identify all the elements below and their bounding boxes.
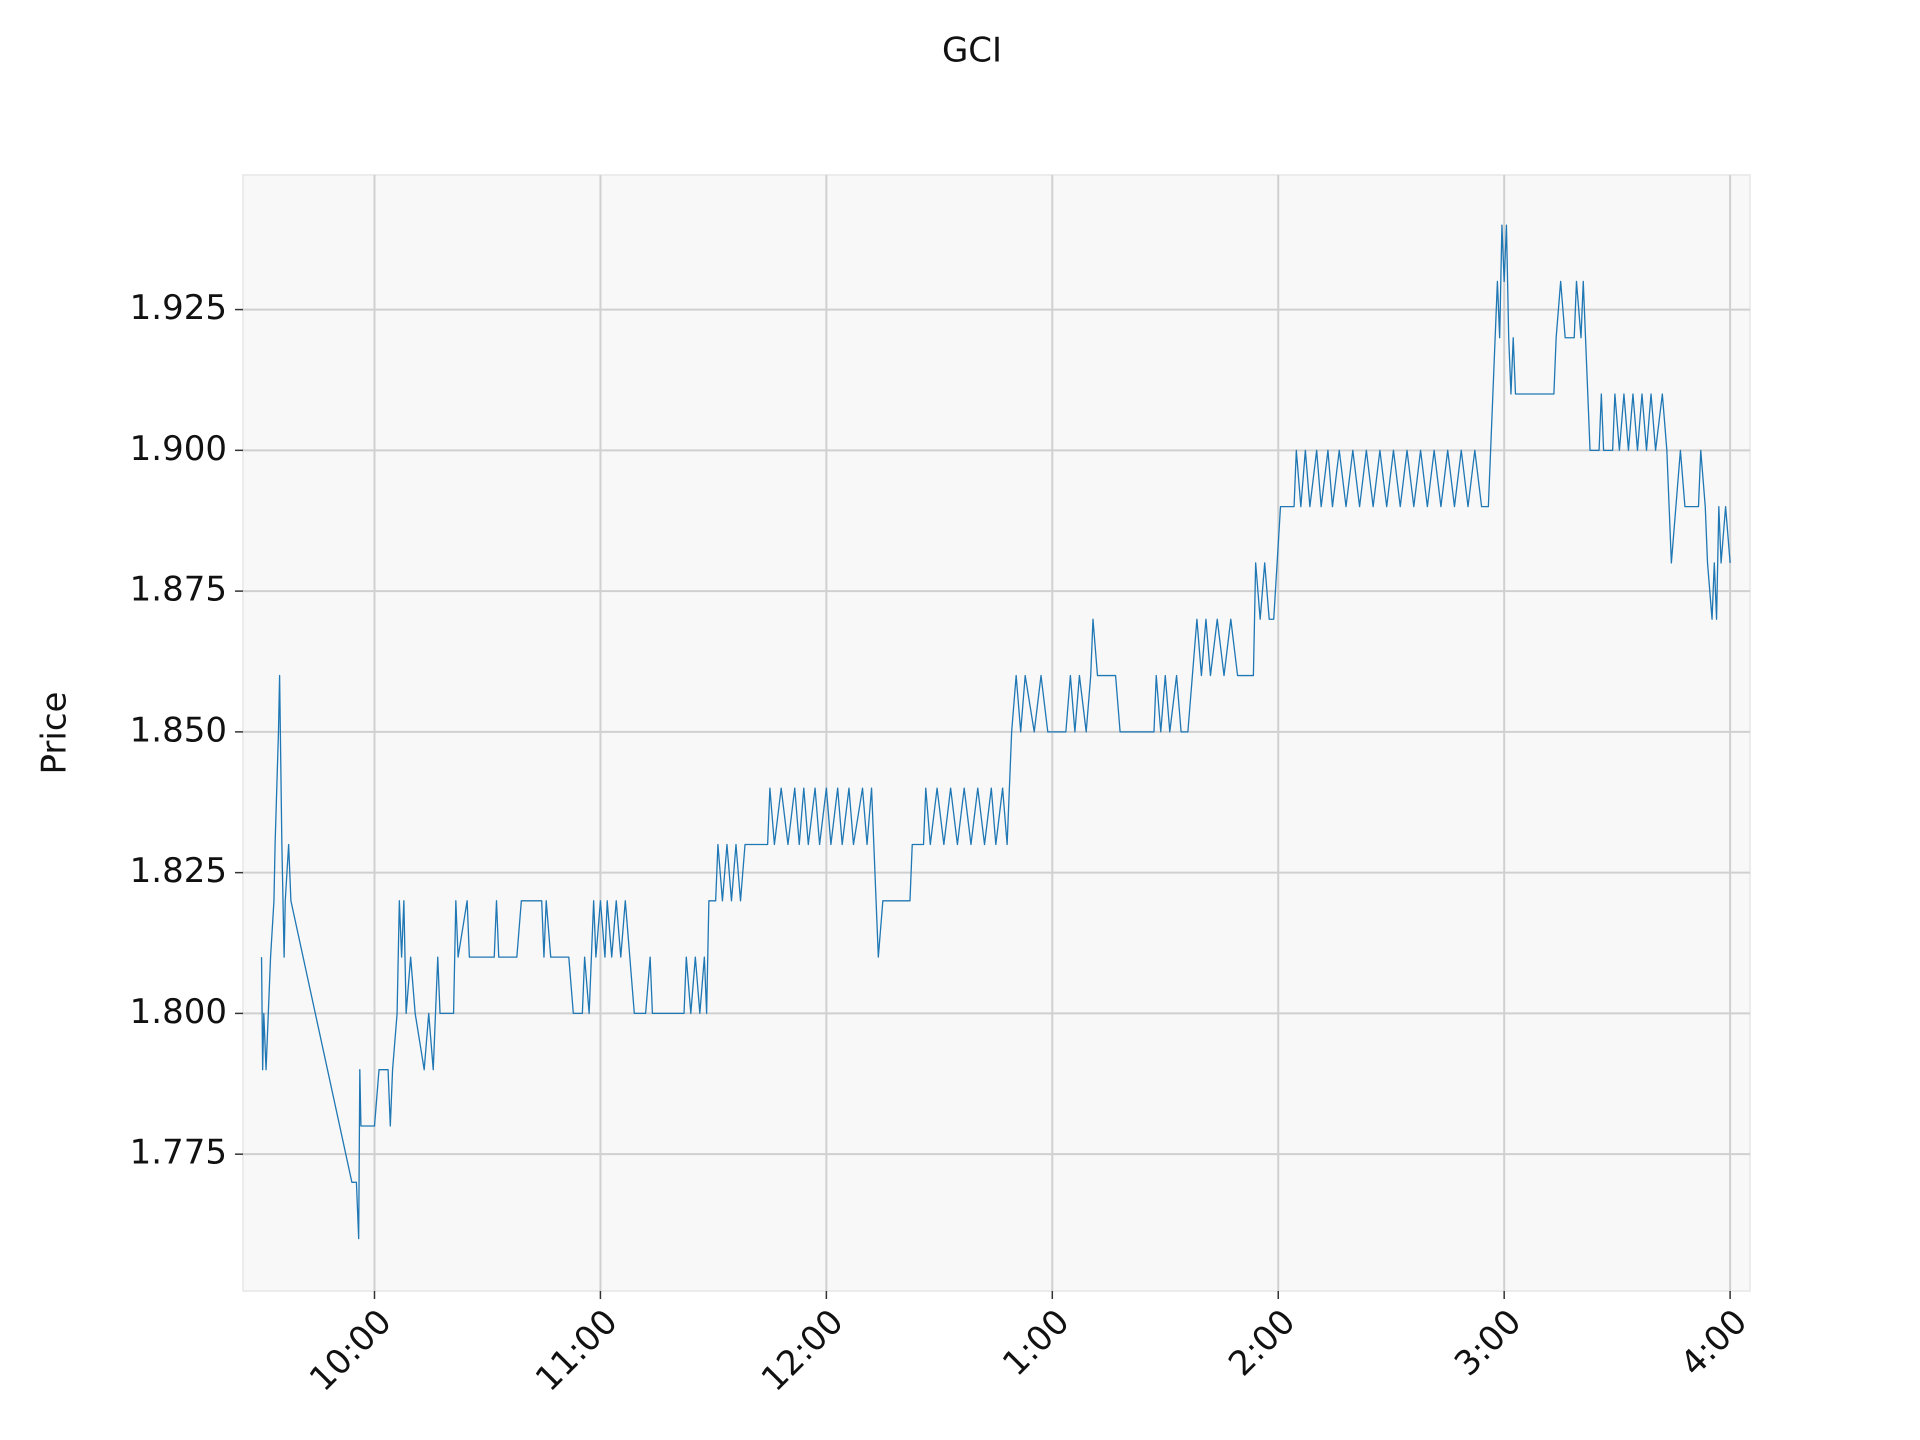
y-tick-label: 1.875 — [130, 570, 227, 610]
x-tick-label: 12:00 — [754, 1302, 852, 1400]
y-tick-label: 1.850 — [130, 710, 227, 750]
y-tick-label: 1.925 — [130, 288, 227, 328]
x-tick-label: 4:00 — [1673, 1302, 1755, 1384]
x-tick-label: 2:00 — [1221, 1302, 1303, 1384]
plot-area — [242, 174, 1751, 1292]
x-tick-label: 10:00 — [302, 1302, 400, 1400]
price-line — [260, 224, 1731, 1240]
chart-title: GCI — [942, 31, 1002, 71]
y-axis-label: Price — [35, 692, 75, 775]
x-tick-label: 11:00 — [528, 1302, 626, 1400]
y-tick-label: 1.775 — [130, 1133, 227, 1173]
y-tick-label: 1.900 — [130, 429, 227, 469]
x-tick-label: 1:00 — [995, 1302, 1077, 1384]
y-tick-label: 1.800 — [130, 992, 227, 1032]
x-tick-label: 3:00 — [1447, 1302, 1529, 1384]
y-tick-label: 1.825 — [130, 851, 227, 891]
